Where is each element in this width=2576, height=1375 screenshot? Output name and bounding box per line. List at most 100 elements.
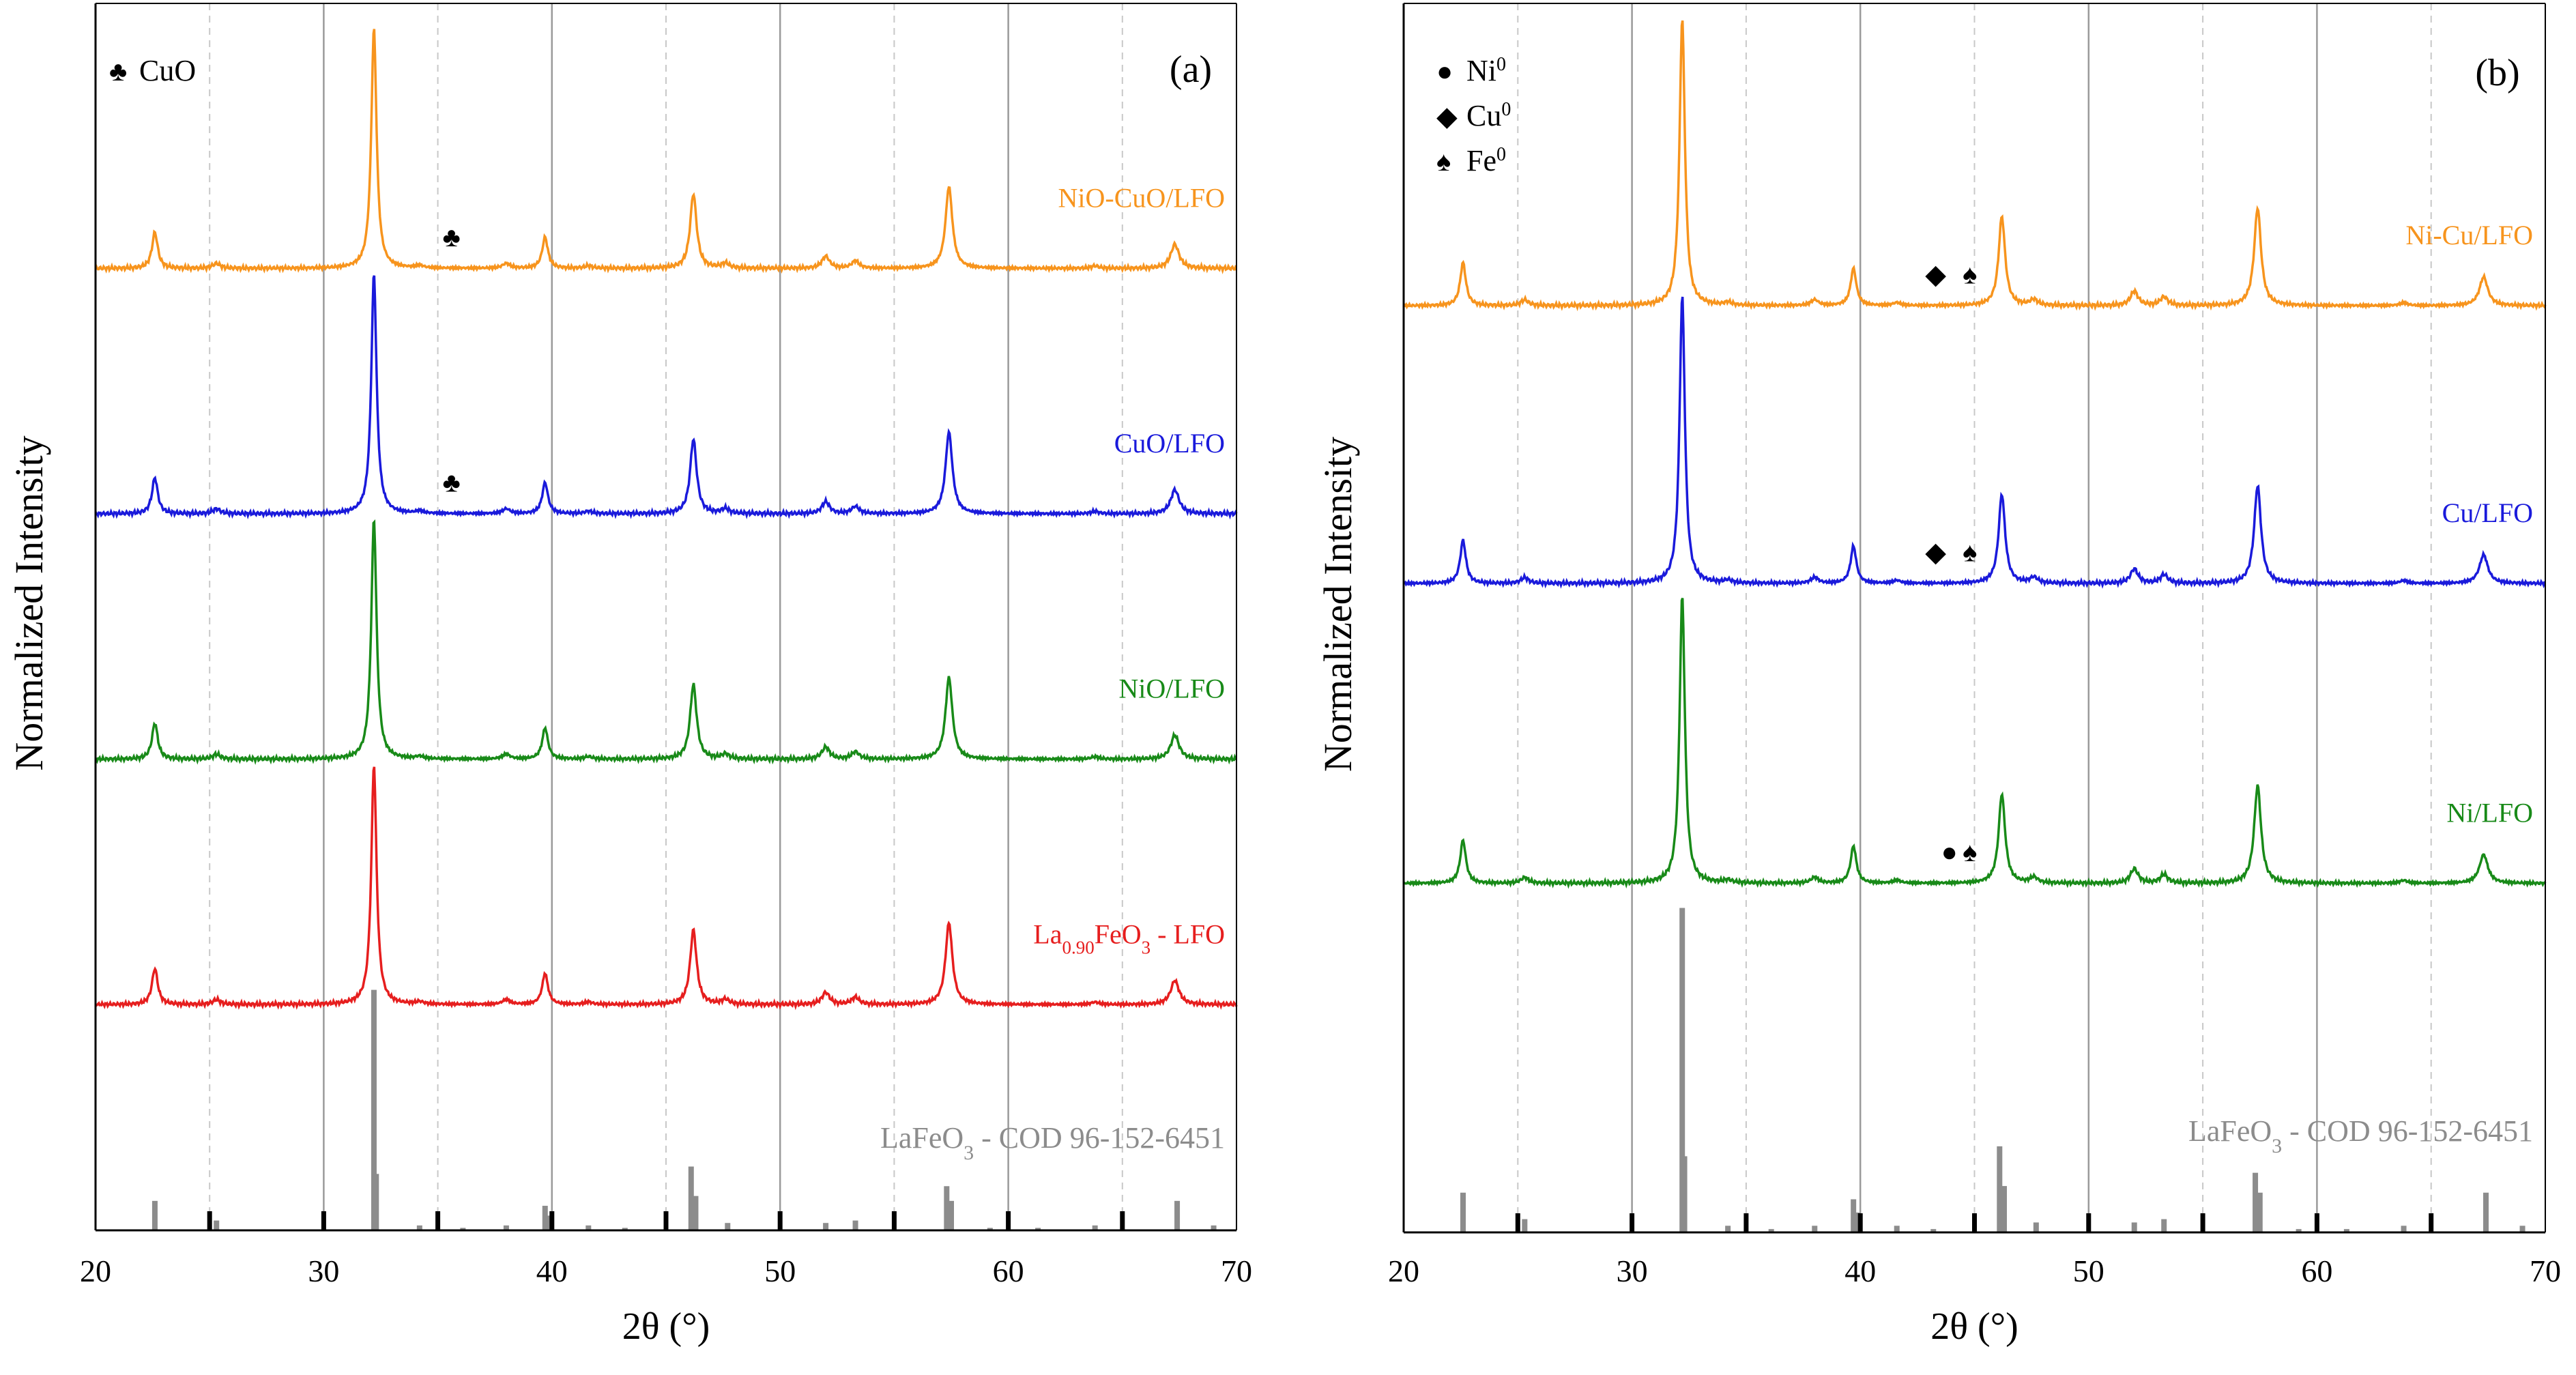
reference-stick	[416, 1225, 422, 1230]
series-line-blue	[1403, 296, 2546, 589]
x-minor-tick	[1972, 1213, 1977, 1232]
x-minor-tick	[1630, 1213, 1635, 1232]
x-minor-tick	[1857, 1213, 1863, 1232]
reference-stick	[2519, 1226, 2526, 1232]
series-line-orange	[94, 29, 1238, 274]
reference-stick	[987, 1228, 993, 1230]
reference-stick	[1679, 908, 1685, 1232]
x-tick-label: 30	[308, 1254, 339, 1288]
x-tick-label: 30	[1617, 1254, 1648, 1288]
x-minor-tick	[2314, 1213, 2319, 1232]
phase-marker: ◆	[1925, 259, 1946, 290]
reference-stick	[949, 1200, 954, 1230]
reference-label: LaFeO3 - COD 96-152-6451	[880, 1121, 1225, 1164]
x-minor-tick	[1120, 1211, 1125, 1230]
panel-label: (b)	[2475, 52, 2519, 94]
reference-stick	[1460, 1192, 1466, 1232]
series-label: Ni/LFO	[2446, 797, 2533, 828]
reference-stick	[688, 1166, 694, 1230]
series-label: CuO/LFO	[1114, 428, 1225, 459]
series-line-green	[95, 519, 1237, 765]
x-tick-label: 40	[536, 1254, 568, 1288]
reference-stick	[2257, 1192, 2263, 1232]
x-tick-label: 50	[764, 1254, 796, 1288]
reference-stick	[823, 1223, 829, 1230]
series-label: La0.90FeO3 - LFO	[1033, 918, 1225, 957]
legend-symbol: ●	[1436, 56, 1453, 87]
phase-marker: ◆	[1925, 537, 1946, 568]
legend-label: Fe0	[1466, 144, 1506, 178]
series-label: Ni-Cu/LFO	[2405, 220, 2533, 250]
reference-stick	[1930, 1229, 1937, 1232]
x-axis-label: 2θ (°)	[1930, 1305, 2018, 1348]
reference-stick	[2001, 1186, 2007, 1232]
y-axis-label: Normalized Intensity	[7, 435, 51, 770]
reference-stick	[542, 1206, 548, 1230]
reference-stick	[1768, 1229, 1774, 1232]
x-minor-tick	[777, 1211, 783, 1230]
reference-stick	[622, 1228, 628, 1230]
x-minor-tick	[1743, 1213, 1749, 1232]
y-axis-label: Normalized Intensity	[1316, 437, 1360, 772]
chart-panel-b: LaFeO3 - COD 96-152-6451 Ni-Cu/LFO ◆ ♠ Cu/LF…	[1316, 3, 2561, 1348]
x-minor-tick	[1006, 1211, 1011, 1230]
phase-marker: ♠	[1963, 259, 1977, 290]
x-minor-tick	[549, 1211, 555, 1230]
reference-stick	[944, 1186, 950, 1230]
reference-stick	[693, 1196, 699, 1230]
reference-stick	[2401, 1226, 2407, 1232]
phase-marker: ♠	[1963, 537, 1977, 568]
x-minor-tick	[321, 1211, 326, 1230]
legend-symbol: ♣	[109, 56, 127, 87]
reference-stick	[2296, 1229, 2302, 1232]
x-minor-tick	[891, 1211, 897, 1230]
x-minor-tick	[1515, 1213, 1520, 1232]
reference-stick	[1812, 1226, 1818, 1232]
reference-stick	[2161, 1219, 2167, 1232]
reference-stick	[214, 1220, 220, 1230]
series-line-blue	[94, 275, 1238, 520]
reference-stick	[2253, 1172, 2259, 1232]
reference-stick	[852, 1220, 858, 1230]
x-tick-label: 70	[1221, 1254, 1252, 1288]
phase-marker: ♣	[443, 467, 461, 498]
x-minor-tick	[2429, 1213, 2434, 1232]
reference-stick	[503, 1225, 509, 1230]
reference-stick	[2483, 1192, 2489, 1232]
series-line-red	[94, 766, 1238, 1011]
phase-marker: ●	[1941, 837, 1958, 867]
reference-stick	[151, 1200, 158, 1230]
reference-stick	[1092, 1225, 1098, 1230]
phase-marker: ♣	[443, 222, 461, 252]
reference-stick	[585, 1225, 592, 1230]
x-tick-label: 70	[2530, 1254, 2561, 1288]
reference-stick	[1997, 1146, 2003, 1232]
reference-stick	[373, 1174, 379, 1230]
x-tick-label: 40	[1844, 1254, 1876, 1288]
reference-stick	[2131, 1222, 2137, 1232]
series-line-orange	[1402, 20, 2547, 312]
reference-stick	[1174, 1200, 1181, 1230]
reference-stick	[1211, 1225, 1217, 1230]
chart-panel-a: LaFeO3 - COD 96-152-6451 NiO-CuO/LFO ♣ CuO/…	[7, 3, 1252, 1348]
reference-stick	[725, 1223, 731, 1230]
reference-stick	[1851, 1199, 1857, 1232]
legend-symbol: ♠	[1436, 146, 1451, 177]
x-tick-label: 60	[2301, 1254, 2332, 1288]
phase-marker: ♠	[1963, 837, 1977, 867]
x-minor-tick	[2200, 1213, 2205, 1232]
x-tick-label: 20	[80, 1254, 111, 1288]
legend-label: Cu0	[1466, 99, 1511, 133]
reference-stick	[1681, 1156, 1688, 1232]
x-tick-label: 20	[1388, 1254, 1419, 1288]
x-minor-tick	[663, 1211, 669, 1230]
x-tick-label: 50	[2073, 1254, 2104, 1288]
reference-stick	[1894, 1226, 1900, 1232]
x-minor-tick	[2086, 1213, 2092, 1232]
legend-label: CuO	[139, 54, 196, 87]
reference-label: LaFeO3 - COD 96-152-6451	[2188, 1114, 2533, 1157]
reference-stick	[460, 1228, 466, 1230]
reference-stick	[371, 989, 377, 1230]
reference-stick	[1725, 1226, 1731, 1232]
